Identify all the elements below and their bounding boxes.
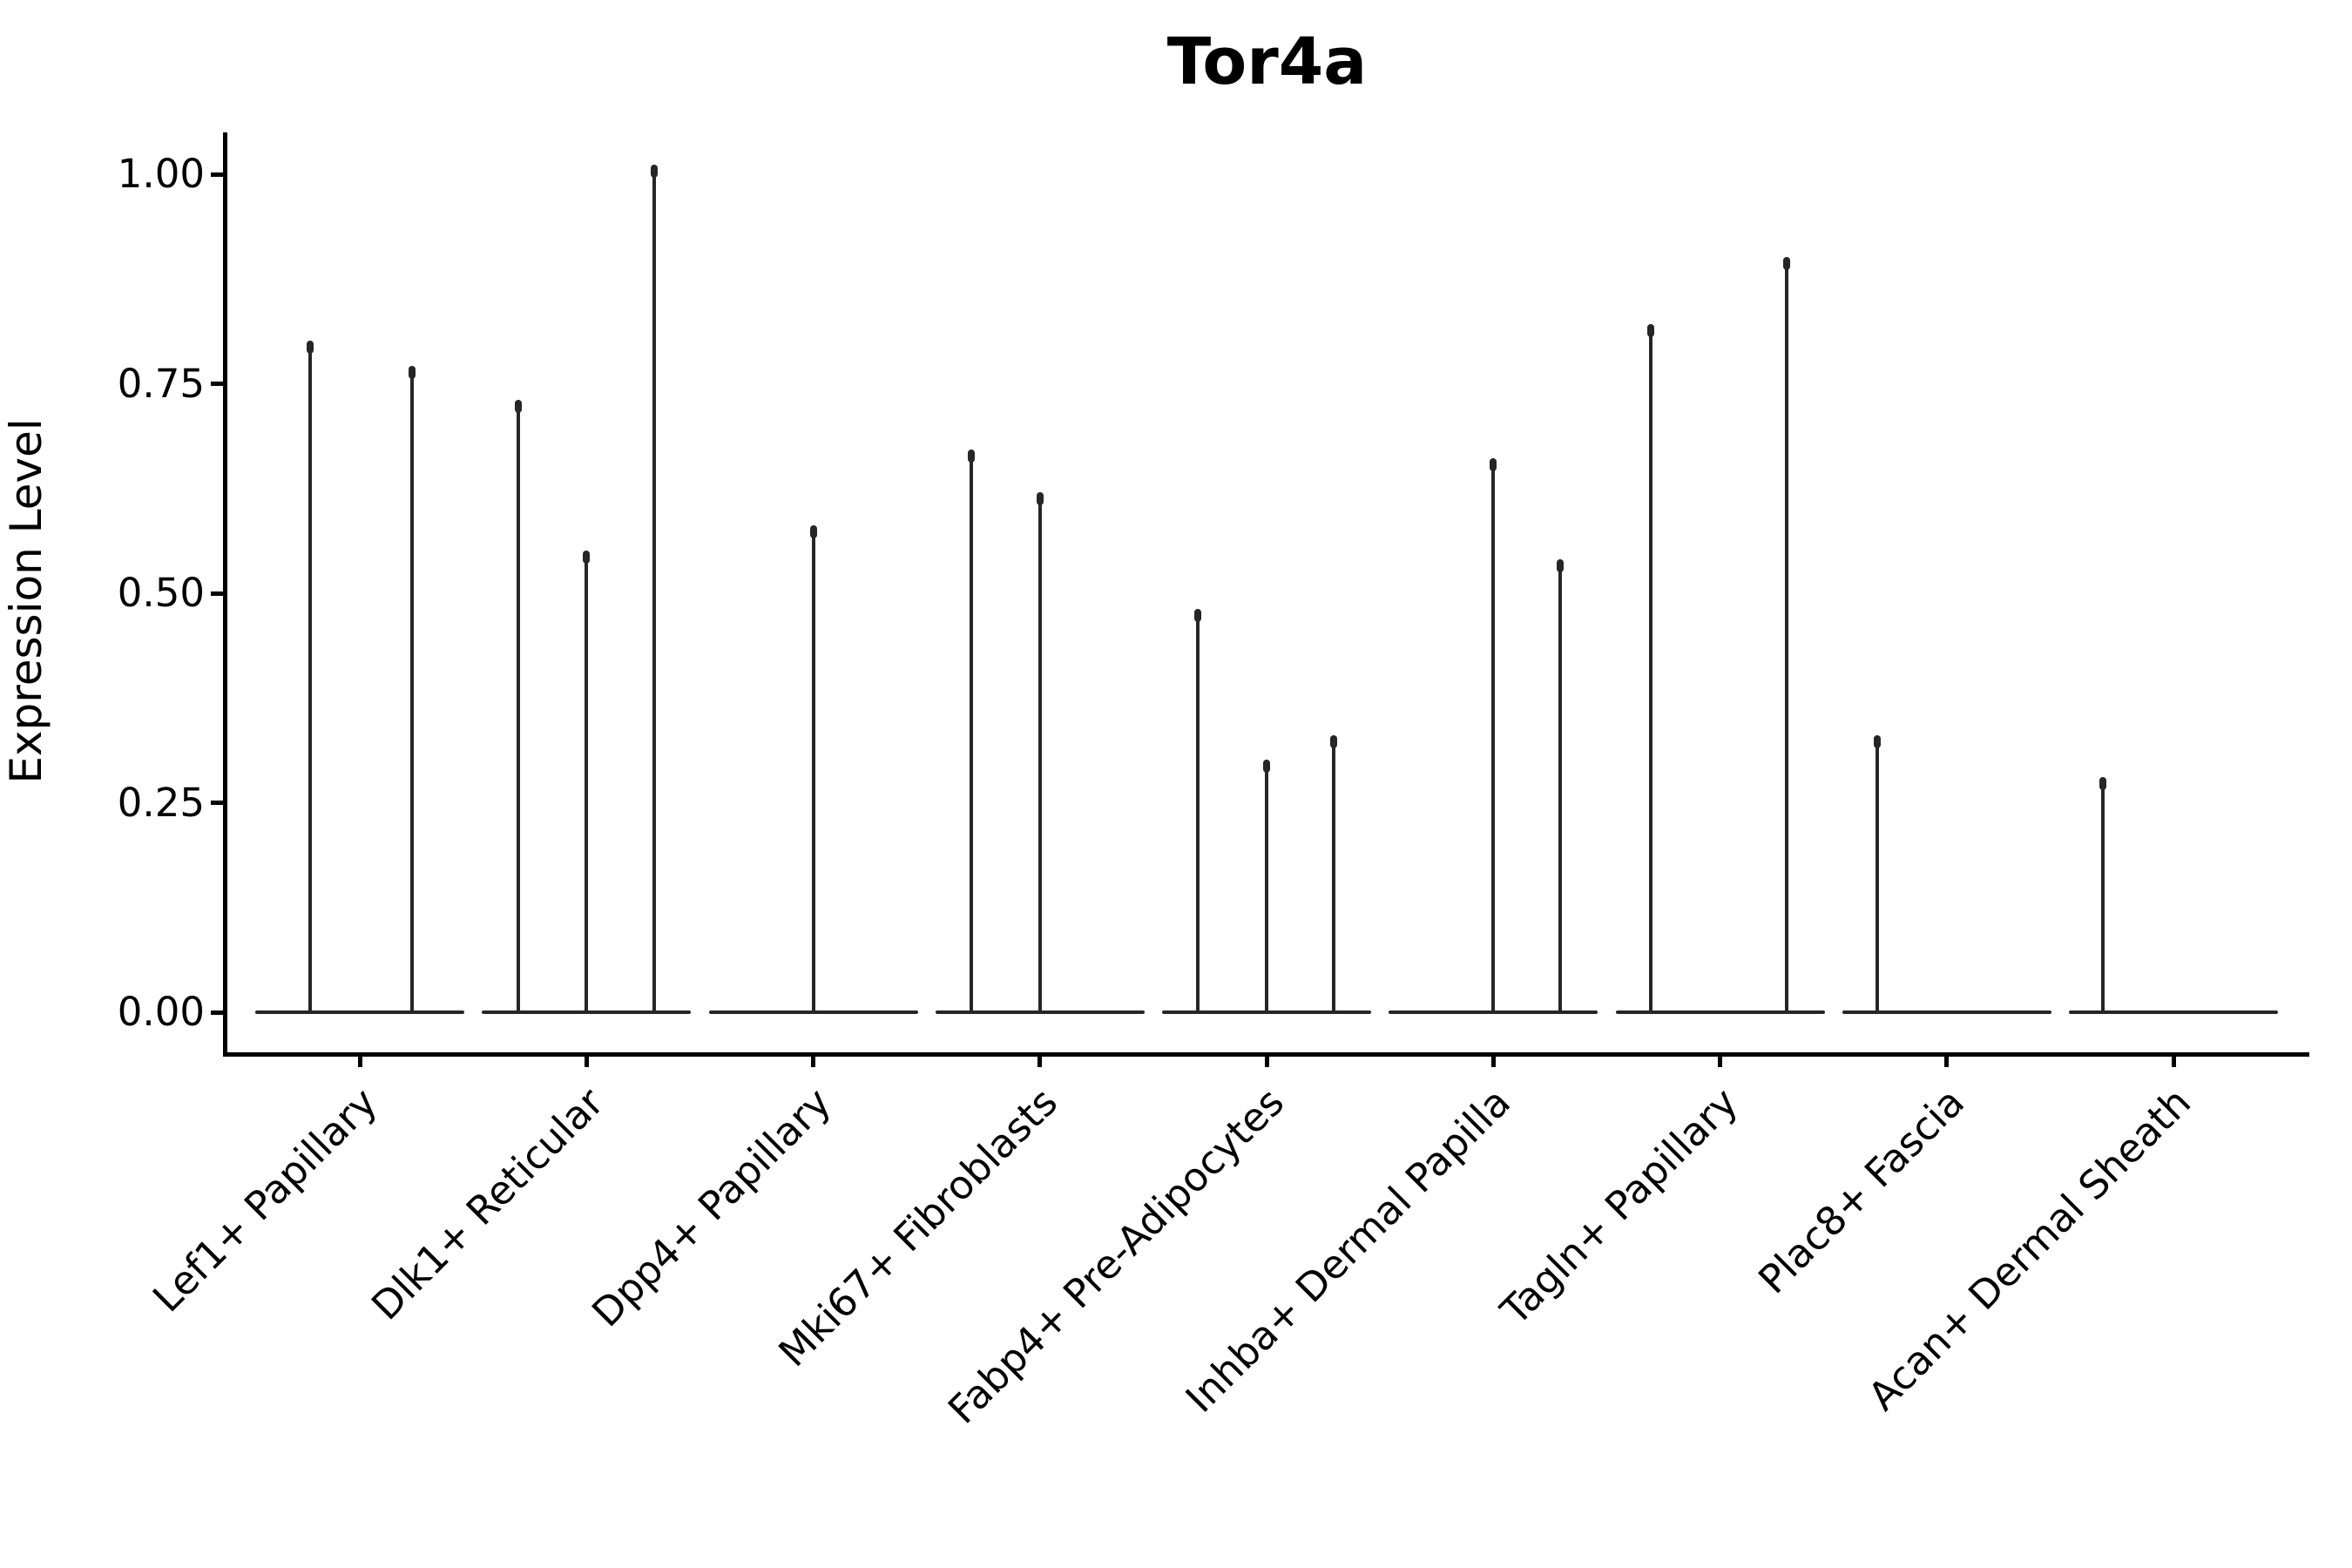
violin-spike [1037,492,1042,1013]
violin-spike [1332,735,1335,1013]
violin-spike-top [1490,458,1497,472]
x-tick-mark [584,1052,589,1067]
violin-spike-top [967,449,975,463]
x-tick-mark [1944,1052,1950,1067]
violin-spike-top [809,525,817,539]
violin-baseline [1842,1010,2051,1014]
violin-spike-top [2099,776,2106,790]
violin-spike [1265,760,1268,1013]
y-tick-label: 0.25 [117,779,205,826]
violin-spike [585,551,589,1013]
y-tick-mark [211,382,225,386]
violin-spike [969,450,973,1013]
violin-baseline [2069,1010,2278,1014]
y-axis-spine [223,132,227,1057]
violin-spike-top [1036,491,1044,505]
violin-spike [1491,459,1496,1013]
violin-spike [652,166,657,1013]
x-tick-mark [1718,1052,1722,1067]
violin-baseline [1615,1010,1825,1014]
violin-spike-top [409,366,416,380]
violin-spike-top [515,399,523,413]
violin-spike [1784,258,1788,1013]
violin-spike [2101,777,2105,1013]
violin-spike-top [583,550,591,564]
violin-spike-top [1194,609,1201,623]
x-tick-label: Tagln+ Papillary [1491,1078,1747,1335]
violin-spike-top [1330,734,1337,748]
violin-spike-top [1646,324,1654,338]
y-tick-mark [211,591,225,596]
violin-spike [1648,325,1652,1013]
x-tick-label: Mki67+ Fibroblasts [769,1078,1066,1376]
violin-spike-top [1557,558,1565,572]
violin-spike [1558,559,1563,1013]
y-tick-label: 0.50 [117,570,205,616]
violin-spike [1875,735,1879,1013]
violin-spike-top [1782,257,1790,271]
y-tick-label: 1.00 [117,151,205,197]
x-tick-label: Dlk1+ Reticular [362,1078,613,1329]
violin-spike-top [1873,734,1881,748]
y-tick-label: 0.00 [117,989,205,1035]
violin-spike [410,367,414,1013]
y-tick-mark [211,172,225,177]
x-tick-label: Plac8+ Fascia [1748,1078,1973,1303]
x-tick-label: Dpp4+ Papillary [582,1078,840,1336]
y-tick-label: 0.75 [117,360,205,407]
x-tick-label: Fabp4+ Pre-Adipocytes [939,1078,1294,1433]
violin-spike [811,526,815,1013]
violin-spike-top [651,165,659,179]
x-tick-mark [1037,1052,1043,1067]
chart-title: Tor4a [1166,24,1368,99]
x-tick-mark [2171,1052,2176,1067]
violin-spike [308,341,312,1013]
x-tick-mark [1264,1052,1269,1067]
violin-baseline [255,1010,464,1014]
y-tick-mark [211,801,225,805]
x-tick-mark [357,1052,362,1067]
violin-spike-top [1263,760,1270,774]
y-axis-label-text: Expression Level [1,418,51,784]
y-tick-mark [211,1010,225,1015]
x-tick-label: Acan+ Dermal Sheath [1859,1078,2200,1420]
violin-spike [1196,610,1200,1013]
x-tick-mark [811,1052,815,1067]
x-tick-label: Inhba+ Dermal Papilla [1177,1078,1520,1422]
violin-spike-top [307,341,314,355]
x-tick-mark [1490,1052,1496,1067]
violin-spike [517,400,521,1013]
